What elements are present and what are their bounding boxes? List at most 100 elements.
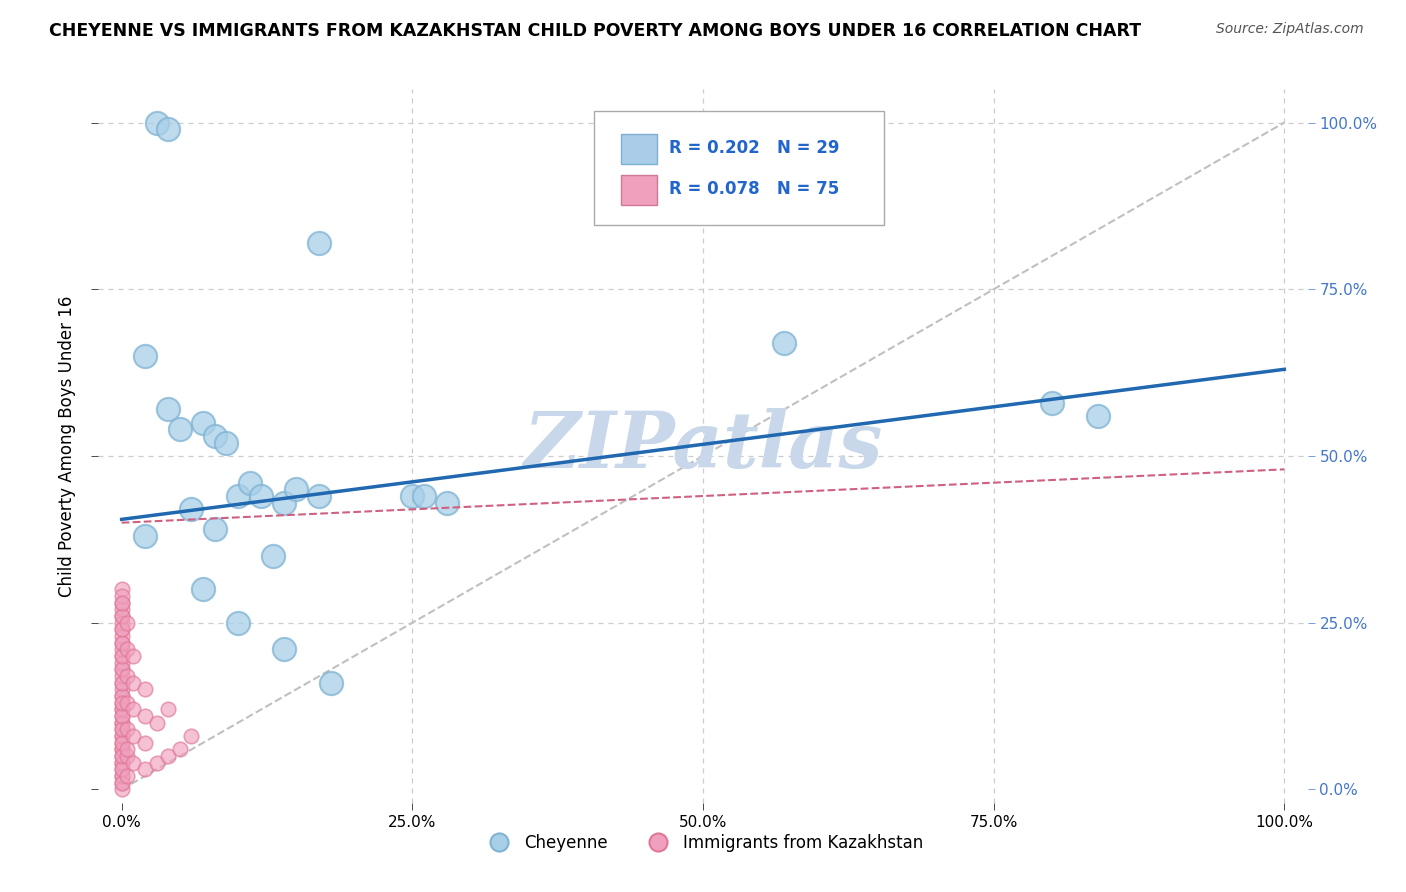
Point: [111, 729, 134, 743]
Point: [157, 402, 180, 417]
Text: R = 0.202   N = 29: R = 0.202 N = 29: [669, 139, 839, 157]
Point: [1040, 395, 1063, 409]
Point: [145, 715, 167, 730]
Text: ZIPatlas: ZIPatlas: [523, 408, 883, 484]
Point: [157, 122, 180, 136]
Point: [117, 769, 139, 783]
Point: [111, 649, 134, 664]
Point: [111, 749, 134, 764]
Point: [122, 675, 145, 690]
Point: [122, 702, 145, 716]
Point: [111, 662, 134, 676]
Point: [111, 736, 134, 750]
Point: [111, 636, 134, 650]
Point: [134, 682, 156, 697]
Point: [111, 756, 134, 770]
Point: [226, 615, 249, 630]
Point: [111, 709, 134, 723]
Point: [134, 349, 156, 363]
Point: [191, 582, 214, 597]
Point: [111, 656, 134, 670]
Point: [111, 776, 134, 790]
Point: [191, 416, 214, 430]
Point: [111, 763, 134, 777]
Point: [117, 742, 139, 756]
Point: [1087, 409, 1109, 423]
Point: [111, 702, 134, 716]
Point: [111, 696, 134, 710]
Point: [111, 675, 134, 690]
Point: [117, 615, 139, 630]
Point: [111, 736, 134, 750]
Point: [122, 756, 145, 770]
Point: [204, 522, 226, 536]
Point: [226, 489, 249, 503]
Point: [134, 709, 156, 723]
Point: [204, 429, 226, 443]
Point: [773, 335, 796, 350]
Point: [111, 729, 134, 743]
Point: [111, 715, 134, 730]
Point: [111, 615, 134, 630]
Point: [122, 649, 145, 664]
Point: [111, 596, 134, 610]
Point: [134, 736, 156, 750]
Point: [273, 496, 295, 510]
Point: [250, 489, 273, 503]
Point: [111, 689, 134, 703]
Point: [111, 642, 134, 657]
Point: [111, 669, 134, 683]
Point: [117, 669, 139, 683]
Point: [169, 742, 191, 756]
Point: [413, 489, 436, 503]
Point: [308, 235, 330, 250]
Point: [111, 623, 134, 637]
FancyBboxPatch shape: [595, 111, 884, 225]
Text: R = 0.078   N = 75: R = 0.078 N = 75: [669, 180, 839, 198]
Point: [180, 502, 202, 516]
Bar: [621, 134, 657, 164]
Point: [111, 756, 134, 770]
Point: [111, 709, 134, 723]
Point: [157, 749, 180, 764]
Point: [111, 596, 134, 610]
Point: [319, 675, 342, 690]
Point: [122, 729, 145, 743]
Point: [111, 662, 134, 676]
Point: [111, 782, 134, 797]
Point: [111, 582, 134, 597]
Point: [215, 435, 238, 450]
Point: [401, 489, 423, 503]
Point: [111, 715, 134, 730]
Point: [308, 489, 330, 503]
Point: [111, 702, 134, 716]
Point: [111, 675, 134, 690]
Point: [117, 642, 139, 657]
Point: [111, 769, 134, 783]
Point: [111, 609, 134, 624]
Point: [111, 649, 134, 664]
Point: [111, 776, 134, 790]
Point: [145, 115, 167, 129]
Point: [111, 696, 134, 710]
Point: [285, 483, 308, 497]
Point: [134, 763, 156, 777]
Point: [111, 723, 134, 737]
Point: [111, 682, 134, 697]
Point: [111, 636, 134, 650]
Point: [273, 642, 295, 657]
Legend: Cheyenne, Immigrants from Kazakhstan: Cheyenne, Immigrants from Kazakhstan: [477, 828, 929, 859]
Point: [145, 756, 167, 770]
Point: [111, 609, 134, 624]
Point: [239, 475, 262, 490]
Point: [111, 723, 134, 737]
Point: [436, 496, 458, 510]
Point: [111, 689, 134, 703]
Y-axis label: Child Poverty Among Boys Under 16: Child Poverty Among Boys Under 16: [58, 295, 76, 597]
Point: [117, 749, 139, 764]
Point: [111, 742, 134, 756]
Point: [111, 749, 134, 764]
Point: [111, 629, 134, 643]
Text: CHEYENNE VS IMMIGRANTS FROM KAZAKHSTAN CHILD POVERTY AMONG BOYS UNDER 16 CORRELA: CHEYENNE VS IMMIGRANTS FROM KAZAKHSTAN C…: [49, 22, 1142, 40]
Point: [157, 702, 180, 716]
